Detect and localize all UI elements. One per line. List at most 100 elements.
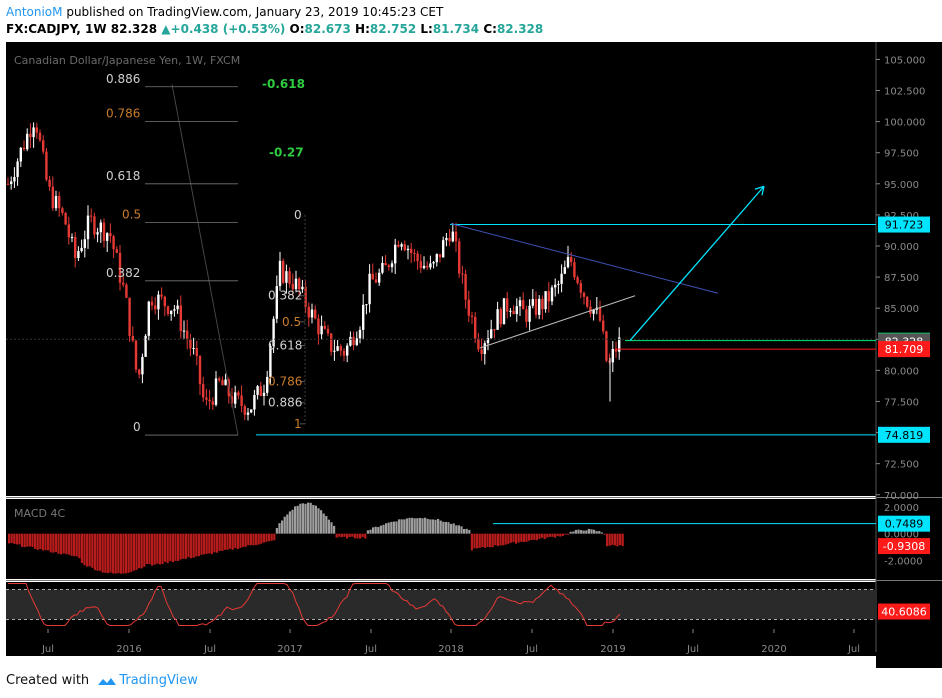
candle-body: [579, 283, 582, 293]
macd-bar: [374, 526, 377, 534]
macd-bar: [47, 533, 50, 551]
tradingview-brand[interactable]: TradingView: [119, 673, 198, 688]
macd-bar: [434, 519, 437, 534]
macd-bar: [330, 522, 333, 534]
time-tick-label: 2017: [277, 644, 302, 655]
macd-bar: [13, 533, 16, 544]
macd-bar: [187, 533, 190, 558]
macd-bar: [320, 510, 323, 534]
macd-bar: [75, 533, 78, 557]
macd-bar: [101, 533, 104, 573]
macd-bar: [606, 533, 609, 547]
macd-bar: [286, 514, 289, 534]
candle-body: [464, 273, 467, 300]
macd-badge: [878, 515, 930, 532]
fib-ext-label: -0.27: [269, 145, 304, 159]
macd-bar: [148, 533, 151, 565]
fib2-level-label: 0.5: [282, 315, 301, 329]
candle-body: [19, 147, 22, 162]
open-value: 82.673: [304, 22, 351, 36]
macd-bar: [145, 533, 148, 565]
macd-bar: [151, 533, 154, 566]
macd-bar: [153, 533, 156, 565]
candle-body: [320, 325, 323, 335]
price-badge: [878, 341, 930, 358]
candle-body: [346, 345, 349, 356]
macd-bar: [249, 533, 252, 546]
price-tick-label: 92.500: [884, 211, 919, 222]
macd-bar: [299, 503, 302, 534]
created-with-text: Created with: [6, 673, 90, 688]
macd-bar: [346, 533, 349, 539]
candle-body: [605, 331, 608, 361]
candle-body: [170, 310, 173, 315]
candle-body: [387, 265, 390, 268]
macd-bar: [208, 533, 211, 554]
macd-bar: [109, 533, 112, 573]
candle-body: [374, 279, 378, 283]
fib-diagonal: [171, 84, 239, 436]
candle-body: [266, 376, 269, 393]
macd-bar: [590, 529, 593, 534]
chart-title: Canadian Dollar/Japanese Yen, 1W, FXCM: [14, 54, 240, 67]
macd-bar: [543, 533, 546, 540]
macd-bar: [564, 533, 567, 535]
candle-body: [64, 212, 67, 225]
chart-area[interactable]: 105.000102.500100.00097.50095.00092.5009…: [0, 42, 942, 668]
candle-body: [166, 306, 170, 315]
candle-body: [202, 384, 205, 398]
candle-body: [371, 273, 374, 280]
candle-body: [314, 309, 317, 319]
candle-body: [26, 133, 29, 150]
rsi-line: [8, 583, 621, 626]
macd-bar: [476, 533, 479, 549]
candle-body: [144, 335, 147, 357]
time-tick-label: 2018: [438, 644, 463, 655]
symbol-info: FX:CADJPY, 1W 82.328 ▲+0.438 (+0.53%) O:…: [6, 22, 544, 36]
price-badge: [878, 426, 930, 443]
candle-body: [342, 350, 346, 356]
macd-bar: [125, 533, 128, 574]
macd-bar: [507, 533, 510, 544]
macd-bar: [561, 533, 564, 536]
macd-bar: [171, 533, 174, 563]
candle-body: [96, 232, 99, 235]
author-link[interactable]: AntonioM: [6, 5, 63, 19]
candle-body: [6, 183, 10, 185]
candle-body: [118, 252, 122, 283]
price-tick-label: 87.500: [884, 273, 919, 284]
macd-bar: [608, 533, 611, 546]
macd-bar: [184, 533, 187, 559]
candle-body: [214, 378, 218, 405]
macd-bar: [291, 509, 294, 534]
change-up-icon: ▲: [161, 22, 171, 36]
macd-bar: [450, 523, 453, 534]
price-tick-label: 90.000: [884, 242, 919, 253]
time-axis-band: [6, 627, 876, 656]
macd-bar: [530, 533, 533, 540]
candle-body: [70, 237, 74, 239]
candle-body: [134, 340, 138, 370]
candle-body: [291, 283, 294, 290]
macd-badge-label: -0.9308: [883, 540, 925, 553]
candle-body: [317, 318, 320, 335]
candle-body: [358, 329, 362, 339]
macd-bar: [62, 533, 65, 554]
candle-body: [301, 286, 304, 290]
macd-bar: [437, 518, 440, 534]
candle-body: [22, 147, 26, 150]
macd-bar: [377, 527, 380, 534]
macd-bar: [528, 533, 531, 541]
macd-bar: [442, 521, 445, 534]
candle-body: [128, 297, 131, 336]
macd-bar: [327, 519, 330, 534]
macd-bar: [78, 533, 81, 559]
candle-body: [515, 306, 518, 315]
time-tick-label: Jul: [41, 644, 54, 655]
macd-bar: [223, 533, 226, 550]
macd-bar: [257, 533, 260, 545]
candle-body: [518, 300, 522, 307]
candle-body: [490, 329, 493, 339]
candle-body: [298, 278, 301, 290]
macd-bar: [236, 533, 239, 550]
